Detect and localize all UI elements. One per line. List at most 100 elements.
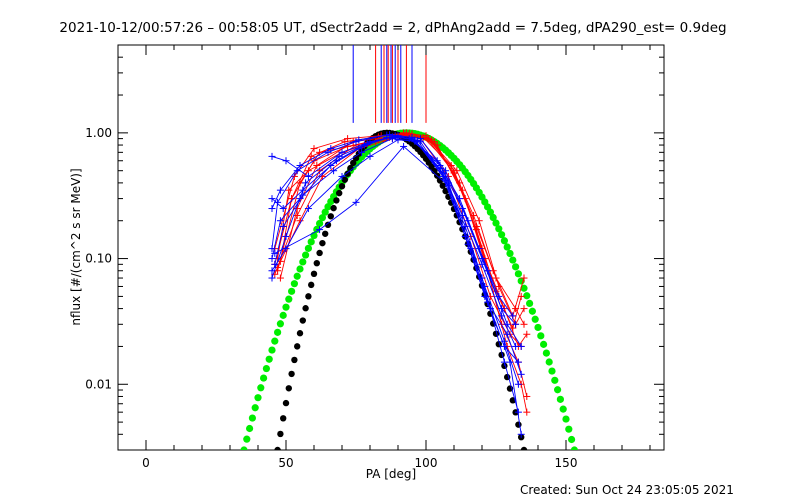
green-model-point: [565, 425, 573, 433]
green-model-point: [265, 355, 273, 363]
green-model-point: [274, 328, 282, 336]
black-model-point: [308, 281, 315, 289]
green-model-point: [486, 208, 494, 216]
green-model-point: [548, 367, 556, 375]
y-tick-label: 0.10: [85, 252, 112, 266]
black-model-point: [336, 189, 343, 197]
green-model-point: [279, 311, 287, 319]
green-model-point: [559, 405, 567, 413]
green-model-point: [545, 358, 553, 366]
green-model-point: [282, 303, 290, 311]
green-model-point: [570, 446, 578, 450]
green-model-point: [503, 243, 511, 251]
green-model-point: [262, 364, 270, 373]
green-model-point: [562, 415, 570, 423]
green-model-point: [509, 256, 517, 264]
black-model-point: [299, 317, 306, 324]
green-model-point: [307, 238, 315, 246]
black-model-point: [280, 415, 287, 422]
x-tick-label: 150: [555, 456, 578, 470]
green-model-point: [568, 435, 576, 444]
green-model-point: [248, 414, 256, 422]
x-axis-label: PA [deg]: [366, 467, 416, 481]
x-tick-label: 50: [278, 456, 293, 470]
green-model-point: [296, 265, 304, 273]
green-model-point: [251, 404, 259, 412]
black-model-point: [302, 305, 309, 312]
series-line: [277, 135, 525, 318]
black-model-point: [316, 249, 323, 257]
green-model-point: [489, 213, 497, 222]
black-model-point: [436, 177, 444, 184]
green-model-point: [551, 376, 559, 384]
green-model-point: [526, 299, 534, 308]
green-model-point: [240, 446, 248, 450]
black-model-point: [305, 293, 312, 300]
black-model-point: [439, 182, 446, 189]
green-model-point: [293, 272, 301, 280]
black-model-point: [319, 239, 326, 247]
green-model-point: [254, 394, 262, 402]
black-model-point: [277, 430, 284, 438]
black-model-point: [341, 176, 348, 183]
chart-title: 2021-10-12/00:57:26 – 00:58:05 UT, dSect…: [59, 20, 726, 36]
x-tick-label: 0: [142, 456, 150, 470]
green-model-point: [299, 258, 307, 266]
black-model-point: [282, 399, 290, 407]
black-model-point: [327, 213, 334, 220]
green-model-point: [316, 219, 324, 228]
green-model-point: [288, 287, 296, 295]
green-model-point: [537, 332, 545, 340]
series-line: [271, 139, 522, 435]
black-model-point: [296, 330, 304, 337]
green-model-point: [304, 244, 312, 252]
green-model-point: [520, 284, 528, 292]
green-model-point: [495, 225, 503, 233]
green-model-point: [498, 231, 506, 239]
black-model-point: [322, 230, 329, 237]
black-model-point: [431, 167, 438, 175]
green-model-point: [285, 295, 293, 303]
black-model-point: [515, 421, 522, 428]
green-model-point: [257, 384, 265, 392]
green-model-point: [492, 219, 500, 227]
black-model-point: [344, 170, 351, 177]
green-model-point: [268, 346, 276, 354]
x-tick-label: 100: [415, 456, 438, 470]
black-model-point: [291, 356, 298, 364]
green-model-point: [302, 251, 310, 259]
black-model-point: [330, 204, 337, 212]
series-line: [274, 145, 519, 413]
green-model-point: [321, 208, 329, 216]
green-model-point: [528, 307, 537, 315]
black-model-point: [288, 370, 295, 378]
green-model-point: [511, 263, 520, 271]
green-model-point: [506, 249, 514, 258]
green-model-point: [542, 349, 551, 357]
green-model-point: [540, 340, 548, 348]
green-model-point: [243, 435, 251, 443]
y-tick-label: 1.00: [85, 126, 112, 140]
green-model-point: [290, 280, 298, 288]
black-model-point: [285, 385, 292, 392]
black-model-point: [338, 183, 346, 190]
y-tick-label: 0.01: [85, 377, 112, 391]
green-model-point: [514, 270, 523, 278]
green-model-point: [318, 214, 326, 222]
green-model-point: [276, 320, 284, 328]
black-model-point: [333, 197, 340, 204]
black-model-point: [310, 270, 318, 278]
green-model-point: [271, 337, 279, 345]
black-model-point: [520, 446, 528, 450]
black-model-point: [350, 159, 357, 167]
green-model-point: [534, 323, 542, 332]
green-model-point: [554, 386, 562, 394]
series-line: [271, 136, 516, 325]
green-model-point: [500, 237, 508, 245]
green-model-point: [260, 374, 268, 382]
series-line: [271, 134, 517, 347]
footer-created: Created: Sun Oct 24 23:05:05 2021: [520, 483, 734, 497]
black-model-point: [274, 446, 281, 450]
green-model-point: [246, 424, 254, 433]
